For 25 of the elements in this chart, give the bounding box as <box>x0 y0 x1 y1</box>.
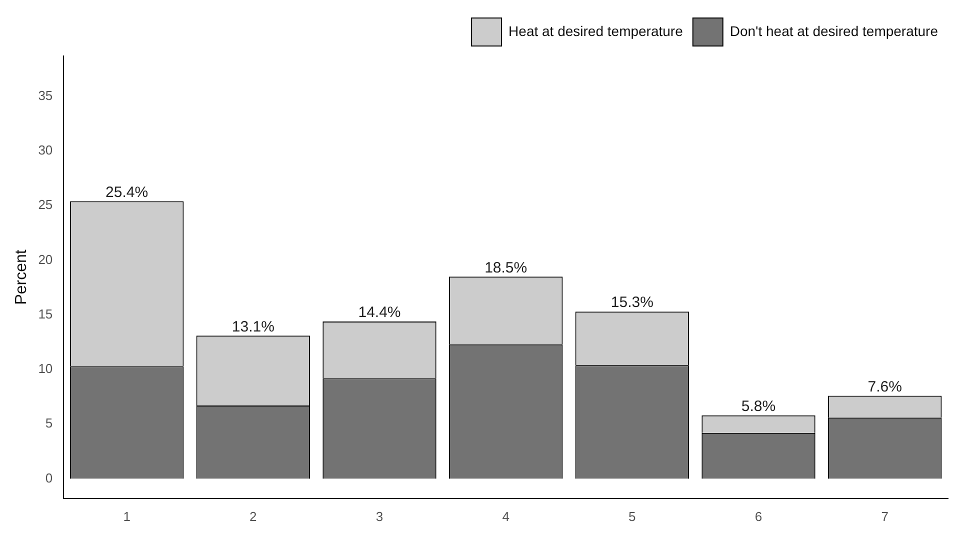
total-label: 5.8% <box>741 398 776 416</box>
x-tick-label: 7 <box>881 508 888 524</box>
total-label: 7.6% <box>868 378 902 396</box>
y-tick-label: 35 <box>38 88 53 103</box>
y-tick-label: 5 <box>45 416 53 431</box>
total-label: 15.3% <box>610 294 654 312</box>
total-label: 25.4% <box>106 184 148 201</box>
x-tick-label: 5 <box>628 508 636 524</box>
y-tick-label: 0 <box>45 470 53 486</box>
y-tick-label: 10 <box>38 361 53 376</box>
total-label: 14.4% <box>358 304 401 322</box>
x-tick-label: 6 <box>754 508 762 524</box>
x-tick-label: 1 <box>123 508 130 524</box>
x-tick-label: 4 <box>502 508 510 524</box>
legend-label: Don't heat at desired temperature <box>730 22 938 39</box>
legend-label: Heat at desired temperature <box>508 22 684 39</box>
y-axis-title: Percent <box>13 249 30 305</box>
y-tick-label: 15 <box>38 306 53 322</box>
y-tick-label: 25 <box>38 197 53 212</box>
y-tick-label: 30 <box>38 142 53 158</box>
x-tick-label: 2 <box>250 508 257 524</box>
total-label: 13.1% <box>232 318 274 336</box>
total-label: 18.5% <box>484 259 528 276</box>
x-tick-label: 3 <box>376 508 384 524</box>
y-tick-label: 20 <box>38 252 53 267</box>
